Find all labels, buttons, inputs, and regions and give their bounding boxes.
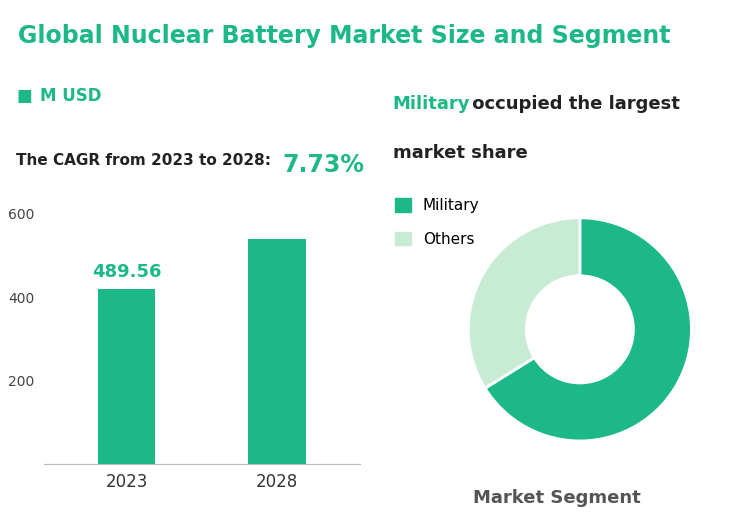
Text: 489.56: 489.56	[92, 263, 161, 281]
Wedge shape	[485, 218, 691, 441]
Text: occupied the largest: occupied the largest	[466, 95, 680, 113]
Text: Global Nuclear Battery Market Size and Segment: Global Nuclear Battery Market Size and S…	[18, 24, 671, 48]
Text: ■: ■	[16, 87, 32, 105]
Bar	[98, 289, 156, 464]
Bar	[248, 239, 305, 464]
Wedge shape	[468, 218, 580, 388]
Text: Market Segment: Market Segment	[473, 489, 641, 507]
Text: Military: Military	[393, 95, 470, 113]
Text: market share: market share	[393, 144, 528, 162]
Legend: Military, Others: Military, Others	[389, 192, 486, 253]
Text: The CAGR from 2023 to 2028:: The CAGR from 2023 to 2028:	[16, 153, 277, 168]
Text: M USD: M USD	[40, 87, 102, 105]
Text: 66.16%: 66.16%	[551, 340, 626, 358]
Text: 7.73%: 7.73%	[283, 153, 365, 177]
Text: Market Size: Market Size	[131, 489, 250, 507]
